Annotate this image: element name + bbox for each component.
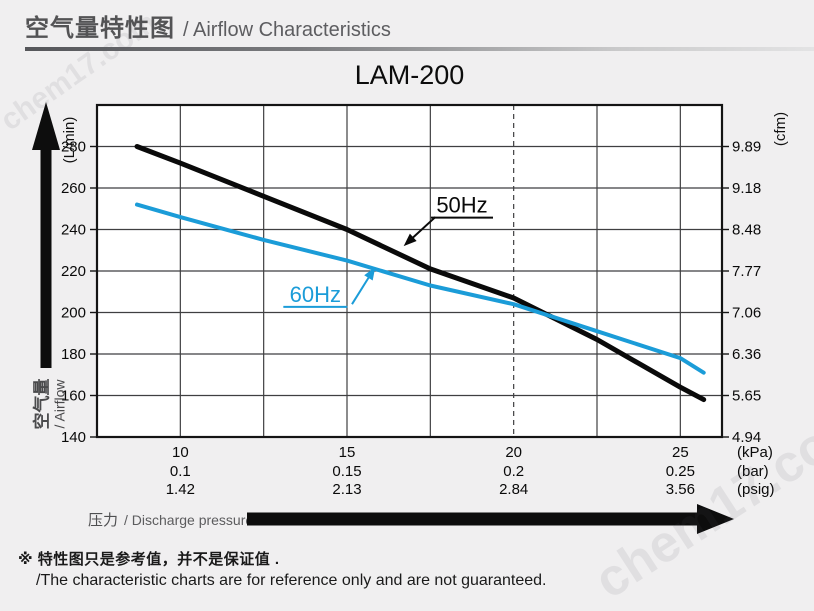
pressure-label-zh: 压力 <box>88 512 118 529</box>
footnote-zh: ※ 特性图只是参考值，并不是保证值 . <box>18 551 280 568</box>
pressure-label-en: / Discharge pressure <box>124 512 253 528</box>
left-axis-label-zh: 空气量 <box>31 379 51 430</box>
annotation-label-50hz: 50Hz <box>436 193 487 218</box>
pressure-axis: 压力 / Discharge pressure <box>88 504 734 534</box>
header-divider <box>25 47 814 51</box>
x-axis-tick-label-bar: 0.2 <box>503 463 524 480</box>
right-axis-tick-label: 4.94 <box>732 429 761 446</box>
series-line-60hz <box>135 202 706 375</box>
annotation-arrowhead-icon <box>403 233 417 247</box>
right-arrow-icon <box>697 504 734 534</box>
right-axis-tick-label: 7.77 <box>732 263 761 280</box>
x-axis-tick-label-kpa: 15 <box>339 444 356 461</box>
x-axis-tick-label-kpa: 20 <box>505 444 522 461</box>
left-axis-tick-label: 200 <box>61 305 86 322</box>
grid-lines <box>97 105 722 437</box>
x-axis-tick-label-psig: 1.42 <box>166 481 195 498</box>
left-axis-unit: (L/min) <box>61 117 78 164</box>
up-arrow-icon <box>32 102 60 150</box>
airflow-axis-arrow <box>32 102 60 368</box>
x-axis-tick-label-bar: 0.25 <box>666 463 695 480</box>
left-axis-tick-label: 140 <box>61 429 86 446</box>
left-axis-tick-label: 220 <box>61 263 86 280</box>
series-annotations: 50Hz 60Hz <box>283 193 493 308</box>
right-axis-tick-label: 5.65 <box>732 388 761 405</box>
x-axis-tick-label-psig: 3.56 <box>666 481 695 498</box>
right-axis-tick-label: 9.89 <box>732 139 761 156</box>
x-axis-tick-label-kpa: 10 <box>172 444 189 461</box>
right-axis-tick-label: 6.36 <box>732 346 761 363</box>
x-axis-tick-label-bar: 0.1 <box>170 463 191 480</box>
right-axis-unit: (cfm) <box>772 112 789 146</box>
series-lines <box>134 144 707 403</box>
right-axis-tick-label: 8.48 <box>732 222 761 239</box>
right-axis-tick-label: 9.18 <box>732 180 761 197</box>
axis-tick-labels: 280 9.89 260 9.18 240 8.48 220 7.77 200 7.06 180 6.… <box>61 139 775 499</box>
annotation-label-60hz: 60Hz <box>290 282 341 307</box>
left-axis-tick-label: 180 <box>61 346 86 363</box>
page-title-en: / Airflow Characteristics <box>183 19 391 41</box>
left-axis-tick-label: 160 <box>61 388 86 405</box>
left-axis-label-en: / Airflow <box>52 379 68 429</box>
left-axis-tick-label: 280 <box>61 139 86 156</box>
page-header: 空气量特性图 / Airflow Characteristics <box>25 8 391 43</box>
x-axis-unit-label: (kPa) <box>737 444 773 461</box>
chart-title: LAM-200 <box>354 60 465 90</box>
x-axis-tick-label-bar: 0.15 <box>332 463 361 480</box>
left-axis-tick-label: 260 <box>61 180 86 197</box>
footnote: ※ 特性图只是参考值，并不是保证值 . /The characteristic … <box>18 548 547 590</box>
x-axis-tick-label-psig: 2.13 <box>332 481 361 498</box>
x-axis-tick-label-kpa: 25 <box>672 444 689 461</box>
annotation-arrowhead-icon <box>364 266 376 281</box>
page-title-zh: 空气量特性图 <box>25 15 175 42</box>
footnote-en: /The characteristic charts are for refer… <box>36 572 547 589</box>
annotation-arrow-line <box>409 216 437 241</box>
annotation-arrow-line <box>351 273 372 305</box>
right-axis-tick-label: 7.06 <box>732 305 761 322</box>
x-axis-tick-label-psig: 2.84 <box>499 481 528 498</box>
x-axis-unit-label: (psig) <box>737 481 775 498</box>
left-axis-tick-label: 240 <box>61 222 86 239</box>
x-axis-unit-label: (bar) <box>737 463 769 480</box>
series-line-50hz <box>134 144 707 403</box>
